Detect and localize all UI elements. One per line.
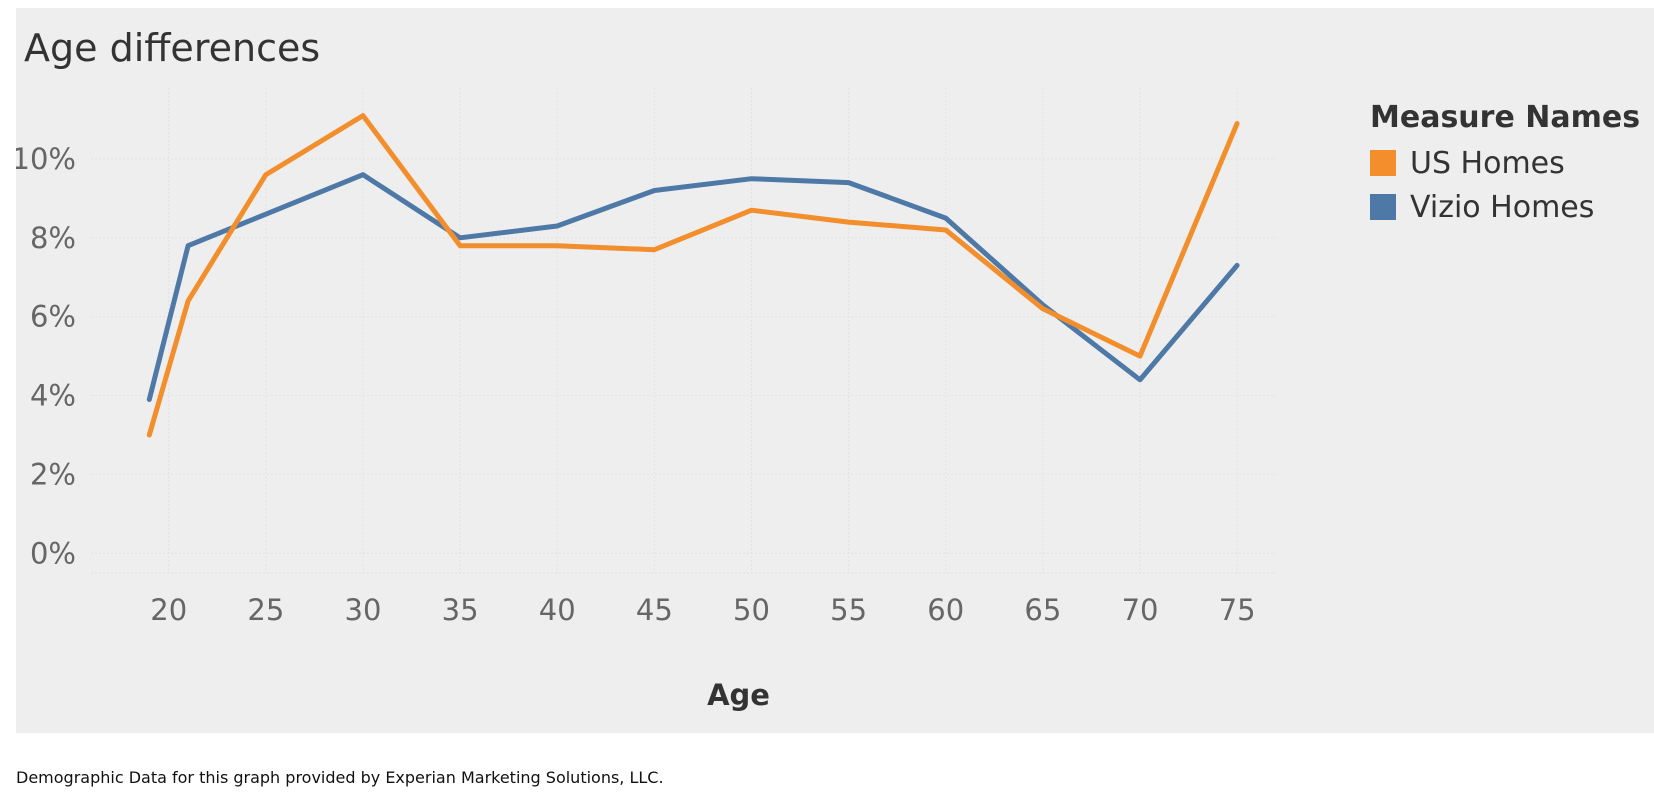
x-tick-label-30: 30 [345,593,382,627]
x-tick-label-70: 70 [1122,593,1159,627]
y-tick-label-10: 10% [16,142,76,176]
x-tick-label-20: 20 [150,593,187,627]
legend-item-vizio-homes[interactable]: Vizio Homes [1370,185,1640,229]
legend-label-vizio-homes: Vizio Homes [1410,189,1595,225]
x-tick-label-40: 40 [539,593,576,627]
chart-panel: Age differences 0% 2% 4% 6% 8% 10% 20 25 30 35 40 4… [16,8,1654,733]
x-tick-label-65: 65 [1024,593,1061,627]
series-line-vizio-homes [146,172,1240,402]
x-tick-label-45: 45 [636,593,673,627]
y-tick-label-6: 6% [30,300,76,334]
line-chart: 0% 2% 4% 6% 8% 10% 20 25 30 35 40 45 50 55 60 65 70 75 [16,88,1276,627]
legend-swatch-us-homes [1370,150,1396,176]
x-tick-label-50: 50 [733,593,770,627]
x-tick-label-35: 35 [442,593,479,627]
legend: Measure Names US Homes Vizio Homes [1370,100,1640,229]
y-tick-label-8: 8% [30,221,76,255]
y-tick-label-0: 0% [30,536,76,570]
legend-swatch-vizio-homes [1370,194,1396,220]
source-footnote: Demographic Data for this graph provided… [16,768,664,787]
legend-item-us-homes[interactable]: US Homes [1370,141,1640,185]
y-tick-label-4: 4% [30,379,76,413]
legend-label-us-homes: US Homes [1410,145,1565,181]
x-tick-label-55: 55 [830,593,867,627]
chart-title: Age differences [24,26,321,70]
y-tick-label-2: 2% [30,457,76,491]
legend-title: Measure Names [1370,100,1641,135]
x-tick-label-60: 60 [927,593,964,627]
x-tick-label-25: 25 [247,593,284,627]
series-line-us-homes [146,113,1240,438]
x-axis-title: Age [707,678,770,712]
x-tick-label-75: 75 [1219,593,1256,627]
